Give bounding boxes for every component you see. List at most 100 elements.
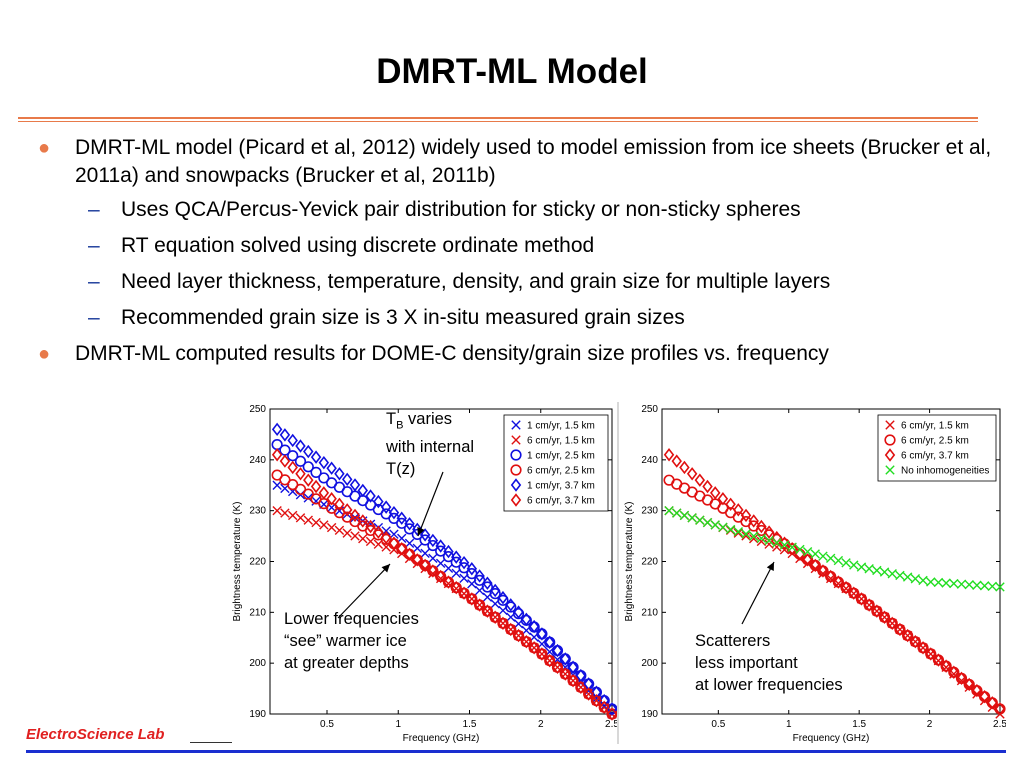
annotation-scatterers: Scatterers less important at lower frequ… — [695, 630, 843, 696]
data-point — [741, 529, 751, 539]
data-point — [388, 536, 400, 550]
slide-title: DMRT-ML Model — [376, 52, 648, 91]
data-point — [279, 474, 291, 486]
data-point — [404, 538, 415, 549]
data-point — [849, 560, 859, 570]
data-point — [443, 563, 454, 574]
data-point — [505, 598, 516, 612]
legend-marker — [510, 478, 522, 492]
data-point — [810, 558, 821, 573]
data-point — [567, 673, 579, 688]
legend-entry: 6 cm/yr, 3.7 km — [901, 451, 969, 462]
data-point — [272, 480, 282, 490]
data-point — [971, 683, 983, 698]
sub-bullet-text: Need layer thickness, temperature, densi… — [121, 270, 831, 293]
data-point — [420, 548, 430, 559]
x-tick-label: 2.5 — [993, 719, 1006, 730]
data-point — [466, 562, 478, 576]
data-point — [419, 558, 431, 573]
bullet-dot-icon: ● — [38, 343, 51, 365]
data-point — [294, 455, 307, 467]
legend-entry: 1 cm/yr, 3.7 km — [527, 481, 595, 492]
data-point — [979, 581, 990, 591]
data-point — [451, 550, 462, 564]
data-point — [994, 702, 1006, 716]
data-point — [956, 579, 967, 589]
ann-right-line2: less important — [695, 654, 798, 672]
footer-underline — [190, 742, 232, 743]
data-point — [350, 531, 360, 541]
data-point — [964, 579, 974, 590]
data-point — [397, 533, 407, 544]
y-tick-label: 230 — [641, 506, 658, 517]
data-point — [294, 483, 307, 495]
data-point — [925, 647, 936, 661]
data-point — [318, 472, 330, 484]
data-point — [598, 700, 610, 715]
data-point — [949, 578, 959, 589]
data-point — [591, 685, 602, 699]
data-point — [817, 564, 829, 578]
data-point — [412, 553, 423, 567]
data-point — [474, 598, 485, 612]
data-point — [302, 488, 314, 500]
data-point — [787, 542, 797, 552]
data-point — [489, 583, 501, 598]
data-point — [302, 461, 314, 473]
bullet-text: DMRT-ML computed results for DOME-C dens… — [75, 342, 829, 365]
data-point — [583, 687, 594, 701]
sub-bullet-item: – Recommended grain size is 3 X in-situ … — [38, 304, 1013, 332]
data-point — [987, 581, 997, 592]
x-tick-label: 1.5 — [852, 719, 866, 730]
data-point — [818, 551, 828, 561]
data-point — [342, 503, 353, 517]
data-point — [497, 590, 509, 605]
data-point — [664, 505, 674, 516]
data-point — [342, 472, 353, 487]
x-tick-label: 1.5 — [463, 719, 477, 730]
data-point — [334, 467, 345, 481]
footer-logo: ElectroScience Lab — [26, 726, 165, 743]
data-point — [357, 483, 369, 498]
y-tick-label: 190 — [641, 709, 658, 720]
y-tick-label: 190 — [249, 709, 266, 720]
data-point — [679, 510, 690, 521]
data-point — [756, 519, 767, 534]
data-point — [663, 448, 675, 462]
data-point — [810, 549, 820, 559]
sub-bullet-item: – RT equation solved using discrete ordi… — [38, 232, 1013, 260]
data-point — [419, 528, 431, 542]
data-point — [358, 533, 368, 544]
data-point — [749, 531, 759, 541]
data-point — [687, 513, 697, 523]
data-point — [349, 508, 361, 523]
data-point — [443, 575, 454, 589]
y-tick-label: 230 — [249, 506, 266, 517]
sub-bullet-item: – Uses QCA/Percus-Yevick pair distributi… — [38, 196, 1013, 224]
data-point — [956, 671, 967, 686]
legend-marker — [510, 464, 522, 476]
chart-left: 190 200 210 220 230 240 250 0.5 1 1.5 2 2.5 Frequenc… — [232, 404, 618, 744]
legend-marker — [885, 465, 895, 475]
x-tick-label: 0.5 — [320, 719, 334, 730]
sub-bullet-text: RT equation solved using discrete ordina… — [121, 234, 595, 257]
data-point — [864, 564, 874, 574]
data-point — [295, 513, 306, 523]
y-tick-label: 250 — [641, 404, 658, 415]
data-point — [575, 680, 587, 695]
data-point — [702, 517, 713, 528]
ann-tb-subscript: B — [396, 419, 404, 432]
data-point — [272, 505, 282, 516]
data-point — [318, 486, 330, 500]
data-point — [342, 528, 352, 538]
data-point — [481, 581, 493, 593]
data-point — [365, 536, 376, 547]
data-point — [686, 467, 698, 481]
data-point — [833, 575, 844, 589]
legend-entry: 6 cm/yr, 3.7 km — [527, 496, 595, 507]
data-point — [671, 454, 682, 468]
data-point — [733, 503, 744, 517]
bullet-text: DMRT-ML model (Picard et al, 2012) widel… — [75, 136, 992, 187]
data-point — [702, 479, 713, 494]
legend-box — [503, 414, 609, 512]
